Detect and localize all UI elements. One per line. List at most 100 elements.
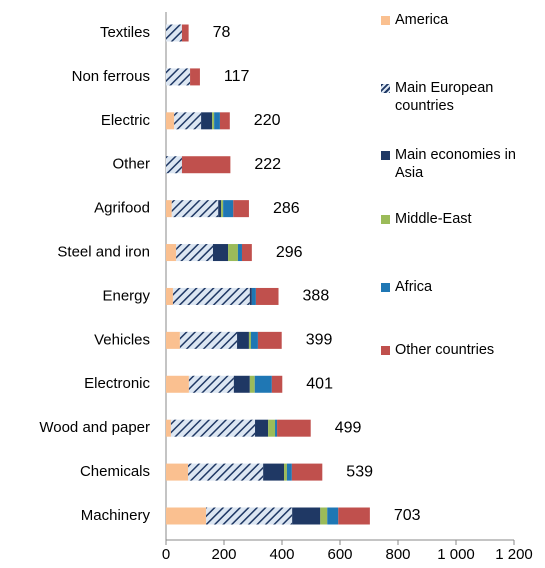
bar-segment (255, 287, 279, 305)
bar-segment (219, 112, 230, 130)
bar-segment (171, 200, 219, 218)
total-label: 296 (276, 244, 303, 261)
total-label: 401 (306, 375, 333, 392)
x-tick-label: 600 (327, 546, 352, 563)
bar-segment (166, 507, 207, 525)
legend-label: Other countries (395, 342, 495, 358)
bar-segment (212, 244, 229, 262)
bar-segment (233, 200, 249, 218)
legend-label: Africa (395, 279, 433, 295)
legend-entry: Main economies in Asia (381, 146, 531, 182)
bar-segment (277, 419, 311, 437)
bar-segment (338, 507, 370, 525)
bar-segment (166, 287, 173, 305)
category-label: Electronic (84, 375, 150, 392)
bar-segment (221, 200, 224, 218)
bar-segment (268, 419, 276, 437)
legend-label: Middle-East (395, 211, 472, 227)
bar-segment (166, 112, 175, 130)
x-tick-label: 400 (269, 546, 294, 563)
bar-segment (271, 375, 283, 393)
bar-segment (237, 244, 242, 262)
bar-segment (170, 419, 256, 437)
bar-segment (218, 200, 222, 218)
x-tick-label: 1 000 (437, 546, 475, 563)
legend-swatch (381, 346, 390, 355)
legend-swatch (381, 151, 390, 160)
x-tick-label: 800 (385, 546, 410, 563)
bar-segment (206, 507, 293, 525)
category-label: Steel and iron (57, 244, 150, 261)
legend-swatch (381, 16, 390, 25)
bar-segment (248, 331, 251, 349)
category-label: Non ferrous (72, 68, 150, 85)
bar-segment (320, 507, 328, 525)
bar-segment (166, 68, 191, 86)
legend-entry: Middle-East (381, 210, 531, 228)
bar-segment (166, 463, 189, 481)
bar-segment (263, 463, 285, 481)
bar-segment (174, 112, 202, 130)
bar-segment (172, 287, 250, 305)
total-label: 220 (254, 112, 281, 129)
total-label: 222 (254, 156, 281, 173)
legend-swatch (381, 215, 390, 224)
total-label: 539 (346, 463, 373, 480)
bar-segment (251, 287, 256, 305)
bar-segment (286, 463, 292, 481)
category-label: Chemicals (80, 463, 150, 480)
total-label: 117 (224, 68, 250, 85)
category-label: Other (112, 156, 150, 173)
category-label: Textiles (100, 24, 150, 41)
bar-segment (212, 112, 215, 130)
total-label: 388 (303, 288, 330, 305)
bar-segment (181, 24, 189, 42)
bar-segment (166, 200, 172, 218)
x-tick-label: 200 (211, 546, 236, 563)
bar-segment (254, 375, 272, 393)
bar-segment (223, 200, 234, 218)
bar-segment (166, 24, 182, 42)
bar-segment (166, 375, 189, 393)
bar-segment (250, 331, 258, 349)
category-label: Wood and paper (39, 419, 150, 436)
legend-entry: America (381, 11, 531, 29)
bar-segment (190, 68, 200, 86)
legend-entry: Other countries (381, 341, 531, 359)
legend-label: Main economies in Asia (395, 147, 516, 181)
category-label: Machinery (81, 507, 151, 524)
bar-segment (188, 375, 234, 393)
bar-segment (292, 507, 321, 525)
bar-segment (249, 375, 255, 393)
category-label: Electric (101, 112, 151, 129)
bar-segment (176, 244, 213, 262)
category-label: Agrifood (94, 200, 150, 217)
bar-segment (255, 419, 269, 437)
x-tick-label: 0 (162, 546, 170, 563)
bar-segment (188, 463, 264, 481)
legend-swatch (381, 283, 390, 292)
total-label: 286 (273, 200, 300, 217)
legend-entry: Africa (381, 278, 531, 296)
category-label: Energy (102, 287, 150, 304)
category-label: Vehicles (94, 331, 150, 348)
bar-segment (233, 375, 250, 393)
bar-segment (166, 419, 171, 437)
total-label: 78 (213, 24, 231, 41)
legend-label: Main European countries (395, 80, 494, 114)
bar-segment (179, 331, 238, 349)
bar-segment (166, 331, 180, 349)
legend-entry: Main European countries (381, 79, 531, 115)
bar-segment (291, 463, 323, 481)
total-label: 399 (306, 332, 333, 349)
bar-segment (241, 244, 252, 262)
bar-segment (249, 287, 252, 305)
total-label: 499 (335, 419, 362, 436)
bar-segment (327, 507, 339, 525)
bar-segment (181, 156, 231, 174)
bar-segment (237, 331, 249, 349)
bar-segment (166, 156, 182, 174)
bar-segment (228, 244, 238, 262)
